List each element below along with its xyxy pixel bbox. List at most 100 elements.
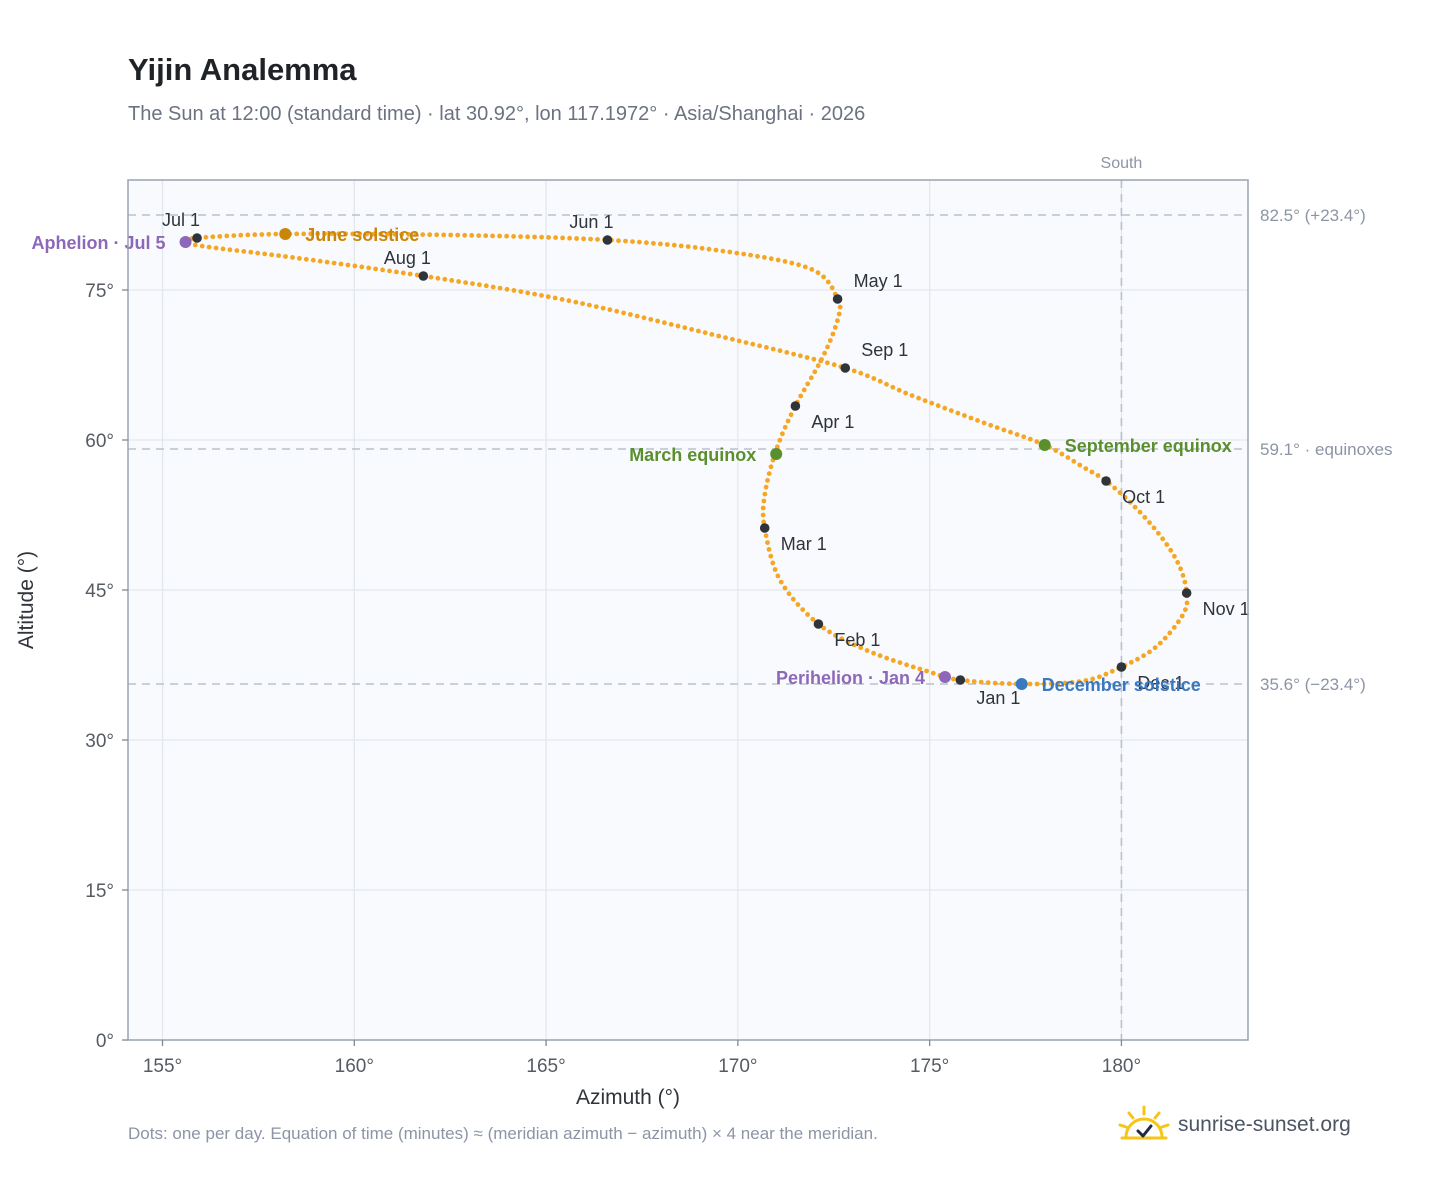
plot-background — [128, 180, 1248, 1040]
daily-sun-dot — [455, 232, 461, 238]
daily-sun-dot — [764, 345, 769, 350]
month-marker — [832, 294, 843, 304]
chart-subtitle: The Sun at 12:00 (standard time) · lat 3… — [128, 103, 866, 125]
daily-sun-dot — [511, 288, 517, 293]
daily-sun-dot — [297, 256, 302, 261]
daily-sun-dot — [762, 255, 767, 260]
daily-sun-dot — [786, 591, 792, 597]
daily-sun-dot — [497, 233, 502, 239]
daily-sun-dot — [434, 232, 440, 238]
daily-sun-dot — [435, 275, 441, 281]
month-label: Jun 1 — [569, 212, 613, 232]
daily-sun-dot — [462, 232, 468, 238]
reference-line-label: 59.1° · equinoxes — [1260, 440, 1393, 459]
daily-sun-dot — [835, 318, 840, 324]
daily-sun-dot — [833, 633, 838, 638]
daily-sun-dot — [795, 602, 801, 607]
daily-sun-dot — [1162, 635, 1168, 641]
daily-sun-dot — [865, 373, 870, 379]
daily-sun-dot — [730, 336, 735, 342]
daily-sun-dot — [884, 655, 890, 661]
daily-sun-dot — [1176, 619, 1181, 625]
daily-sun-dot — [317, 258, 323, 264]
daily-sun-dot — [366, 265, 372, 271]
daily-sun-dot — [338, 261, 344, 267]
daily-sun-dot — [1156, 530, 1161, 536]
event-label: June solstice — [305, 225, 419, 245]
daily-sun-dot — [809, 267, 815, 272]
daily-sun-dot — [774, 444, 780, 450]
daily-sun-dot — [373, 266, 378, 272]
daily-sun-dot — [1069, 680, 1075, 685]
daily-sun-dot — [616, 238, 621, 244]
daily-sun-dot — [827, 629, 832, 635]
month-marker — [790, 401, 801, 411]
daily-sun-dot — [559, 297, 565, 302]
month-marker — [418, 271, 429, 281]
daily-sun-dot — [504, 286, 510, 292]
daily-sun-dot — [763, 533, 769, 539]
daily-sun-dot — [766, 471, 772, 476]
month-marker — [1101, 476, 1111, 486]
daily-sun-dot — [545, 294, 551, 300]
daily-sun-dot — [981, 420, 987, 426]
daily-sun-dot — [968, 415, 974, 421]
daily-sun-dot — [380, 267, 385, 273]
daily-sun-dot — [768, 464, 774, 470]
daily-sun-dot — [845, 639, 851, 645]
daily-sun-dot — [477, 282, 482, 288]
daily-sun-dot — [827, 338, 833, 343]
daily-sun-dot — [1142, 515, 1148, 520]
y-axis-label: Altitude (°) — [15, 551, 38, 649]
daily-sun-dot — [1077, 462, 1083, 468]
daily-sun-dot — [815, 363, 821, 369]
daily-sun-dot — [220, 246, 226, 252]
daily-sun-dot — [252, 232, 258, 238]
reference-lines: South 82.5° (+23.4°) 59.1° · equinoxes 35.6… — [128, 155, 1393, 1040]
daily-sun-dot — [406, 232, 412, 237]
month-marker — [1116, 662, 1127, 672]
daily-sun-dot — [266, 231, 272, 237]
daily-sun-dot — [890, 384, 896, 390]
plot-frame — [127, 179, 1249, 1041]
x-tick-label: 165° — [526, 1056, 565, 1077]
month-label: Nov 1 — [1203, 599, 1250, 619]
daily-sun-dot — [748, 252, 753, 258]
daily-sun-dot — [741, 251, 747, 257]
daily-sun-dot — [262, 251, 268, 257]
daily-sun-dot — [456, 279, 461, 284]
daily-sun-dot — [780, 431, 785, 437]
month-marker — [1181, 588, 1192, 598]
daily-sun-dot — [637, 239, 642, 245]
daily-sun-dot — [812, 369, 818, 375]
brand-logo[interactable]: sunrise-sunset.org — [1118, 1100, 1351, 1150]
daily-sun-dot — [329, 231, 335, 237]
daily-sun-dot — [567, 235, 572, 241]
daily-sun-dot — [798, 393, 804, 399]
daily-sun-dot — [805, 381, 811, 387]
daily-sun-dot — [574, 236, 579, 241]
daily-sun-dot — [350, 231, 356, 237]
daily-sun-dot — [490, 284, 496, 290]
daily-sun-dot — [825, 279, 831, 285]
footnote: Dots: one per day. Equation of time (min… — [128, 1124, 878, 1143]
daily-sun-dot — [765, 540, 770, 545]
daily-sun-dot — [761, 519, 767, 525]
daily-sun-dot — [276, 253, 281, 258]
daily-sun-dot — [709, 332, 715, 337]
daily-sun-dot — [553, 235, 558, 241]
daily-sun-dot — [623, 238, 628, 244]
daily-sun-dot — [322, 231, 328, 237]
daily-sun-dot — [760, 505, 766, 511]
daily-sun-dot — [1178, 566, 1183, 572]
month-label: Oct 1 — [1122, 487, 1165, 507]
daily-sun-dot — [935, 403, 941, 409]
daily-sun-dot — [811, 356, 817, 362]
daily-sun-dot — [331, 260, 337, 266]
daily-sun-dot — [394, 269, 399, 275]
daily-sun-dot — [1147, 520, 1152, 525]
daily-sun-dot — [644, 240, 649, 246]
daily-sun-dot — [442, 276, 448, 282]
daily-sun-dot — [734, 250, 740, 256]
daily-sun-dot — [387, 268, 392, 274]
